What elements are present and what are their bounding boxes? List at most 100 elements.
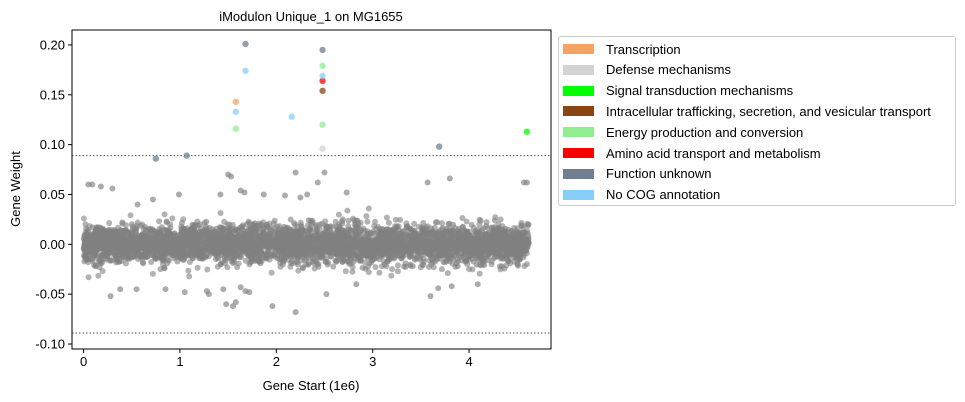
gene-point [383, 214, 390, 221]
gene-point [454, 242, 461, 249]
legend-label: Transcription [606, 41, 681, 57]
legend-swatch [563, 106, 594, 117]
gene-point [435, 234, 442, 241]
gene-point [228, 258, 235, 265]
gene-point [521, 263, 528, 269]
legend-swatch [563, 168, 594, 179]
gene-point [81, 244, 88, 251]
gene-point [477, 243, 484, 250]
gene-point [89, 181, 96, 188]
gene-point [491, 217, 498, 224]
highlighted-gene-points [152, 40, 531, 162]
gene-point [292, 169, 299, 176]
gene-point [277, 263, 284, 270]
gene-point [133, 286, 140, 293]
gene-point [137, 252, 144, 259]
gene-point [424, 179, 431, 186]
gene-point [372, 264, 379, 271]
gene-point [259, 254, 266, 261]
gene-point [287, 263, 294, 270]
gene-point [460, 242, 467, 249]
gene-point [184, 251, 191, 258]
gene-point [237, 284, 244, 291]
gene-point [322, 222, 329, 229]
highlighted-gene-point [319, 62, 326, 70]
gene-point [379, 235, 386, 242]
gene-point [452, 263, 459, 270]
gene-point [420, 219, 427, 226]
gene-point [161, 265, 168, 271]
gene-point [194, 235, 200, 242]
gene-point [203, 252, 210, 259]
gene-point [463, 218, 470, 225]
gene-point [440, 230, 447, 237]
gene-point [470, 224, 477, 231]
gene-point [446, 220, 453, 227]
gene-point [117, 286, 124, 293]
gene-point [97, 183, 104, 190]
chart-title: iModulon Unique_1 on MG1655 [219, 9, 403, 24]
gene-point [427, 293, 434, 300]
gene-point [372, 243, 379, 250]
gene-point [437, 241, 444, 248]
gene-point [257, 233, 264, 240]
gene-point [518, 232, 525, 239]
gene-point [300, 238, 307, 245]
gene-point [336, 251, 343, 258]
gene-point [147, 245, 154, 252]
gene-point [223, 301, 230, 308]
gene-point [188, 246, 195, 253]
gene-point [438, 266, 445, 273]
gene-point [394, 233, 401, 240]
gene-point [237, 239, 244, 246]
gene-point [95, 272, 102, 279]
gene-point [108, 235, 114, 241]
gene-point [141, 230, 148, 237]
highlighted-gene-point [319, 145, 326, 152]
gene-point [514, 260, 521, 266]
gene-point [319, 231, 325, 238]
legend-label: Energy production and conversion [606, 124, 804, 140]
gene-point [326, 243, 333, 250]
gene-point [191, 228, 198, 235]
gene-point [477, 217, 484, 224]
gene-point [268, 269, 275, 276]
gene-point [408, 246, 415, 253]
gene-point [248, 254, 255, 261]
gene-point [384, 258, 391, 265]
gene-point [132, 228, 139, 234]
gene-point [335, 233, 342, 240]
gene-point [353, 224, 360, 231]
legend-swatch [563, 44, 594, 54]
gene-point [328, 253, 335, 260]
highlighted-gene-point [288, 113, 295, 120]
gene-point [365, 255, 372, 261]
gene-point [304, 247, 310, 254]
gene-point [102, 238, 108, 245]
highlighted-gene-point [319, 72, 326, 80]
gene-point [297, 194, 304, 201]
gene-point [226, 221, 233, 228]
x-tick-label: 1 [176, 354, 183, 369]
gene-point [459, 215, 466, 221]
gene-point [294, 254, 301, 261]
gene-point [180, 248, 186, 255]
legend-label: Signal transduction mechanisms [606, 83, 794, 99]
gene-point [121, 253, 128, 260]
x-tick-label: 2 [273, 354, 280, 369]
gene-point [263, 224, 270, 231]
gene-point [335, 211, 342, 218]
gene-point [429, 259, 436, 266]
gene-point [123, 222, 129, 229]
gene-point [364, 218, 371, 225]
gene-point [297, 230, 304, 237]
gene-point [324, 261, 331, 268]
legend-item: Intracellular trafficking, secretion, an… [563, 102, 931, 120]
gene-point [253, 248, 260, 255]
gene-point [501, 244, 508, 251]
gene-point [468, 241, 475, 248]
x-tick-label: 3 [369, 354, 376, 369]
gene-point [244, 221, 250, 228]
gene-point [389, 248, 396, 255]
gene-point [88, 250, 95, 257]
